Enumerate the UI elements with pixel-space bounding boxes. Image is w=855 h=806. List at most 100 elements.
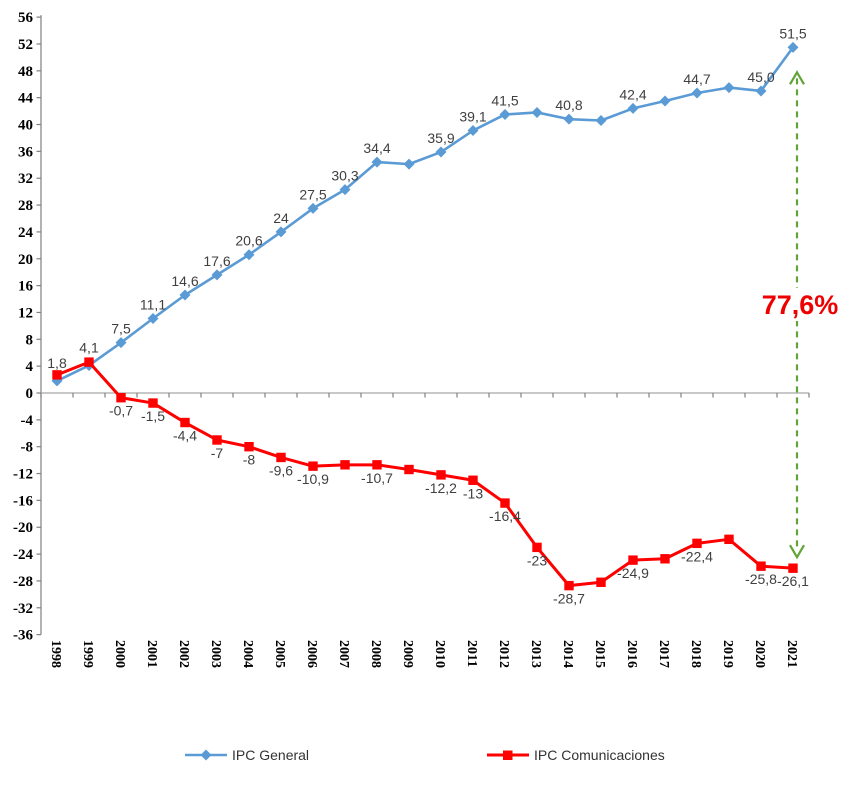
data-point-marker [180, 417, 190, 428]
x-tick-label: 2008 [368, 640, 383, 668]
annotation-percentage-label: 77,6% [762, 290, 839, 320]
data-point-marker [692, 538, 702, 549]
data-label: -23 [527, 552, 547, 568]
y-tick-label: 24 [18, 225, 34, 241]
data-label: -28,7 [553, 591, 585, 607]
data-label: -7 [211, 445, 224, 461]
x-tick-label: 2018 [688, 640, 703, 668]
data-label: 42,4 [619, 86, 646, 102]
data-point-marker [500, 498, 510, 508]
data-point-marker [211, 269, 223, 281]
data-point-marker [372, 460, 382, 470]
x-tick-label: 2021 [784, 640, 799, 668]
data-point-marker [659, 95, 671, 107]
data-point-marker [564, 580, 574, 591]
data-label: -24,9 [617, 565, 649, 581]
y-tick-label: 44 [18, 91, 34, 107]
data-label: 51,5 [779, 25, 806, 41]
x-tick-label: 2006 [304, 640, 319, 668]
data-point-marker [596, 577, 606, 587]
data-label: -4,4 [173, 428, 197, 444]
legend-label-ipc-general: IPC General [232, 747, 310, 763]
data-label: 7,5 [111, 321, 131, 337]
data-label: -12,2 [425, 480, 457, 496]
x-tick-label: 1999 [80, 640, 95, 668]
legend-item-ipc-comunicaciones: IPC Comunicaciones [487, 744, 665, 766]
data-label: 30,3 [331, 168, 358, 184]
x-tick-label: 2003 [208, 640, 223, 668]
chart-canvas: 565248444036322824201612840-4-8-12-16-20… [13, 10, 848, 668]
data-label: -9,6 [269, 462, 293, 478]
data-label: 11,1 [140, 296, 166, 312]
data-point-marker [499, 108, 511, 120]
data-point-marker [339, 184, 351, 196]
data-label: 34,4 [363, 140, 390, 156]
y-tick-label: -24 [13, 547, 33, 563]
legend-label-ipc-comunicaciones: IPC Comunicaciones [534, 747, 665, 763]
series-line [56, 360, 794, 588]
y-tick-label: -32 [13, 601, 33, 617]
y-tick-label: -12 [13, 467, 33, 483]
data-label: 27,5 [299, 186, 326, 202]
data-point-marker [788, 563, 798, 573]
series-ipc-general [51, 41, 799, 387]
y-tick-label: 36 [18, 144, 34, 160]
x-tick-label: 2019 [720, 640, 735, 668]
y-tick-label: 28 [18, 198, 33, 214]
data-label: -0,7 [109, 403, 133, 419]
category-ticks [40, 393, 810, 398]
data-point-marker [52, 370, 62, 380]
x-tick-label: 2004 [240, 640, 255, 668]
data-point-marker [467, 125, 479, 137]
data-point-marker [148, 398, 158, 408]
data-point-marker [531, 106, 543, 118]
x-tick-label: 2000 [112, 640, 127, 668]
data-point-marker [340, 460, 350, 470]
data-point-marker [404, 464, 414, 475]
x-tick-label: 2015 [592, 640, 607, 668]
data-point-marker [243, 249, 255, 261]
x-tick-label: 2017 [656, 640, 671, 668]
x-axis-labels: 1998 1999 2000 2001 2002 2003 2004 2005 2006 2007… [48, 640, 799, 668]
x-tick-label: 2012 [496, 640, 511, 668]
data-label: 44,7 [683, 71, 710, 87]
data-label: 45,0 [747, 69, 774, 85]
x-tick-label: 2005 [272, 640, 287, 668]
data-label: -22,4 [681, 548, 713, 564]
data-label: 41,5 [491, 92, 518, 108]
data-point-marker [468, 475, 478, 485]
data-point-marker [532, 542, 542, 553]
x-tick-label: 2007 [336, 640, 351, 668]
data-point-marker [371, 156, 383, 168]
data-label: -8 [243, 452, 256, 468]
y-tick-label: -4 [21, 413, 34, 429]
x-tick-label: 2002 [176, 640, 191, 668]
data-label: -10,9 [297, 471, 329, 487]
data-point-marker [563, 113, 575, 125]
data-label: 4,1 [79, 339, 99, 355]
data-label: 1,8 [47, 355, 67, 371]
data-label: -26,1 [777, 573, 809, 589]
data-label: 40,8 [555, 97, 582, 113]
data-point-marker [244, 441, 254, 452]
x-tick-label: 1998 [48, 640, 63, 668]
data-point-marker [435, 146, 447, 158]
y-tick-label: 20 [18, 252, 33, 268]
y-tick-label: 12 [18, 305, 33, 321]
ipc-comunicaciones-line-marker-icon [487, 750, 529, 760]
y-tick-label: -20 [13, 520, 33, 536]
data-label: -16,4 [489, 508, 521, 524]
x-tick-label: 2011 [464, 640, 479, 667]
data-point-marker [436, 470, 446, 480]
data-label: 20,6 [235, 233, 262, 249]
y-tick-label: 52 [18, 37, 33, 53]
data-point-marker [115, 337, 127, 349]
annotation-backing [753, 288, 848, 321]
data-label: 14,6 [171, 273, 198, 289]
data-label: -13 [463, 485, 483, 501]
y-tick-label: -36 [13, 628, 33, 644]
data-point-marker [308, 461, 318, 471]
x-tick-label: 2010 [432, 640, 447, 668]
data-point-marker [84, 357, 94, 367]
y-tick-label: 40 [18, 118, 33, 134]
